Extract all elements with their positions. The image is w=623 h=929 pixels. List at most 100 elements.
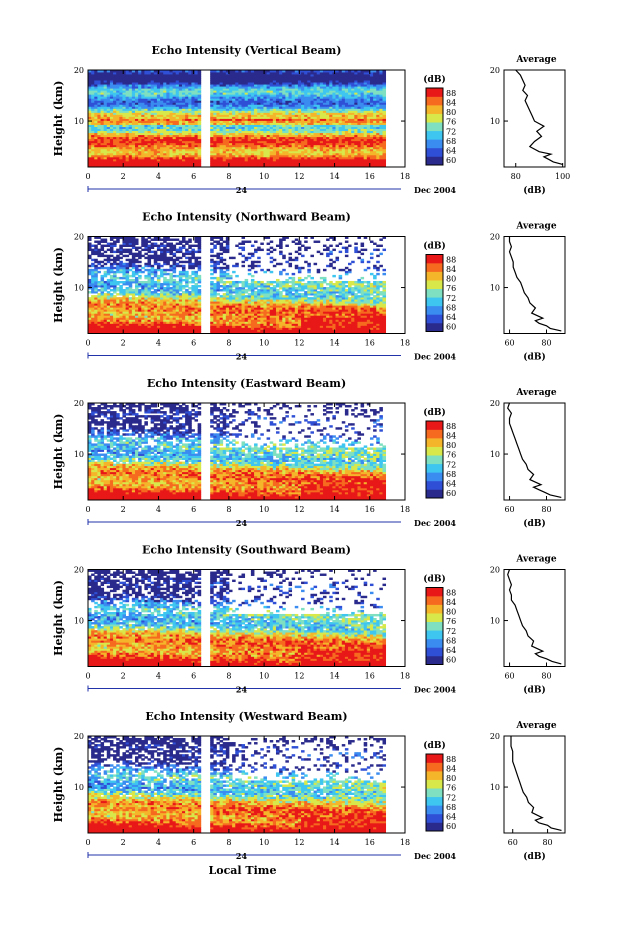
heatmap-cell <box>279 108 283 111</box>
heatmap-cell <box>219 100 224 103</box>
heatmap-cell <box>247 136 252 140</box>
heatmap-cell <box>228 329 233 332</box>
heatmap-cell <box>348 86 352 89</box>
heatmap-cell <box>254 329 258 332</box>
heatmap-cell <box>247 108 252 111</box>
average-x-label: (dB) <box>523 185 545 196</box>
heatmap-cell <box>197 164 202 168</box>
heatmap-cell <box>119 116 123 119</box>
heatmap-cell <box>222 158 227 162</box>
heatmap-cell <box>341 76 346 79</box>
heatmap-cell <box>373 160 377 164</box>
heatmap-cell <box>128 132 133 136</box>
heatmap-cell <box>116 96 120 99</box>
heatmap-cell <box>106 134 111 138</box>
heatmap-cell <box>275 156 280 160</box>
heatmap-cell <box>354 94 358 97</box>
heatmap-cell <box>225 136 230 140</box>
heatmap-cell <box>241 122 246 125</box>
heatmap-cell <box>125 154 130 158</box>
heatmap-cell <box>266 160 271 164</box>
heatmap-cell <box>263 90 267 93</box>
heatmap-cell <box>297 150 302 154</box>
heatmap-cell <box>131 148 136 152</box>
heatmap-cell <box>91 130 95 134</box>
heatmap-cell <box>156 158 161 162</box>
heatmap-cell <box>181 88 186 91</box>
heatmap-cell <box>88 329 92 332</box>
heatmap-cell <box>113 98 117 101</box>
heatmap-cell <box>379 138 383 142</box>
heatmap-cell <box>341 72 346 75</box>
heatmap-cell <box>197 327 202 330</box>
heatmap-cell <box>94 154 98 158</box>
heatmap-cell <box>297 114 302 117</box>
heatmap-cell <box>363 76 368 79</box>
heatmap-cell <box>263 96 267 99</box>
heatmap-cell <box>329 74 333 77</box>
heatmap-cell <box>285 154 289 158</box>
heatmap-cell <box>247 76 252 79</box>
heatmap-cell <box>288 126 293 129</box>
heatmap-cell <box>250 128 255 132</box>
heatmap-cell <box>100 92 105 95</box>
heatmap-cell <box>131 331 136 334</box>
heatmap-cell <box>178 122 183 125</box>
heatmap-cell <box>348 80 352 83</box>
heatmap-cell <box>91 102 95 105</box>
heatmap-cell <box>301 90 305 93</box>
heatmap-cell <box>134 148 139 152</box>
heatmap-cell <box>150 80 155 83</box>
heatmap-cell <box>197 82 202 85</box>
heatmap-cell <box>163 104 167 107</box>
heatmap-cell <box>166 98 170 101</box>
heatmap-cell <box>235 84 239 87</box>
heatmap-cell <box>191 134 195 138</box>
heatmap-cell <box>369 128 374 132</box>
heatmap-cell <box>322 114 327 117</box>
heatmap-cell <box>366 142 371 146</box>
heatmap-cell <box>241 124 246 127</box>
heatmap-cell <box>181 116 186 119</box>
heatmap-cell <box>332 100 336 103</box>
heatmap-cell <box>250 136 255 140</box>
heatmap-cell <box>310 331 314 334</box>
heatmap-cell <box>360 136 365 140</box>
heatmap-cell <box>119 110 123 113</box>
heatmap-cell <box>163 110 167 113</box>
heatmap-cell <box>360 74 365 77</box>
heatmap-cell <box>241 116 246 119</box>
heatmap-cell <box>275 72 280 75</box>
heatmap-cell <box>216 136 220 140</box>
heatmap-cell <box>197 118 202 121</box>
heatmap-cell <box>338 108 343 111</box>
heatmap-cell <box>100 120 105 123</box>
heatmap-cell <box>225 124 230 127</box>
heatmap-cell <box>128 78 133 81</box>
heatmap-cell <box>188 134 192 138</box>
heatmap-cell <box>150 164 155 168</box>
heatmap-cell <box>279 142 283 146</box>
heatmap-cell <box>376 140 380 144</box>
heatmap-cell <box>113 114 117 117</box>
heatmap-cell <box>294 116 299 119</box>
heatmap-cell <box>88 124 92 127</box>
heatmap-cell <box>241 148 246 152</box>
heatmap-cell <box>307 158 311 162</box>
heatmap-cell <box>238 134 242 138</box>
heatmap-cell <box>100 152 105 156</box>
heatmap-cell <box>178 154 183 158</box>
heatmap-cell <box>304 154 308 158</box>
colorbar-swatch <box>426 88 443 97</box>
heatmap-cell <box>122 106 126 109</box>
heatmap-cell <box>222 154 227 158</box>
heatmap-cell <box>338 152 343 156</box>
heatmap-cell <box>153 327 158 330</box>
heatmap-cell <box>291 134 296 138</box>
heatmap-cell <box>172 142 177 146</box>
heatmap-cell <box>313 76 318 79</box>
heatmap-cell <box>238 160 242 164</box>
heatmap-cell <box>332 84 336 87</box>
heatmap-cell <box>116 136 120 140</box>
heatmap-cell <box>247 122 252 125</box>
